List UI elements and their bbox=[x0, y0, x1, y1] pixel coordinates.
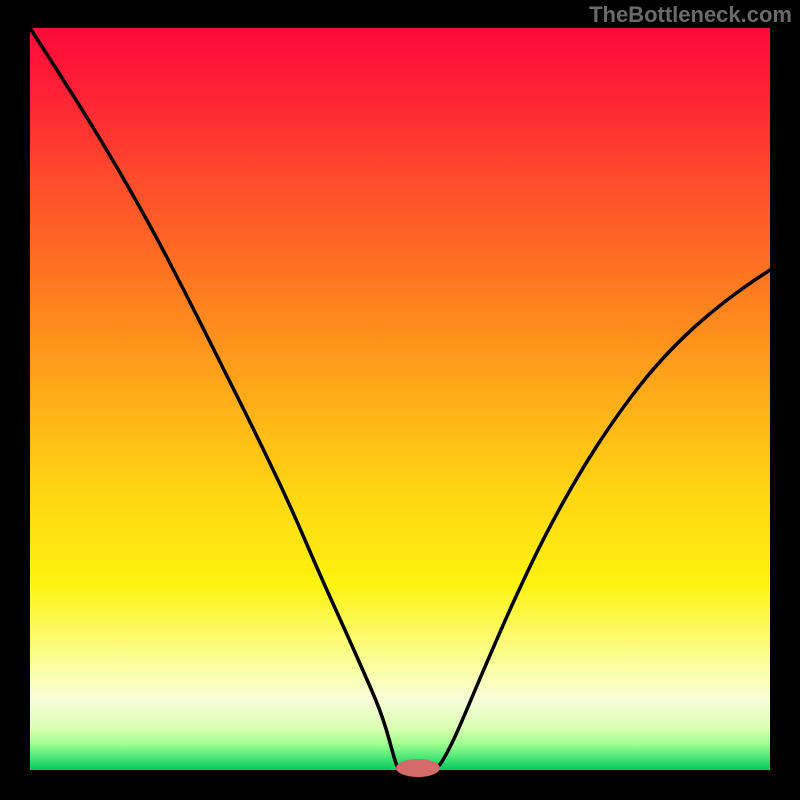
watermark-text: TheBottleneck.com bbox=[589, 2, 792, 28]
bottleneck-chart bbox=[0, 0, 800, 800]
optimum-marker bbox=[396, 759, 440, 777]
chart-container: TheBottleneck.com bbox=[0, 0, 800, 800]
plot-background bbox=[30, 28, 770, 770]
